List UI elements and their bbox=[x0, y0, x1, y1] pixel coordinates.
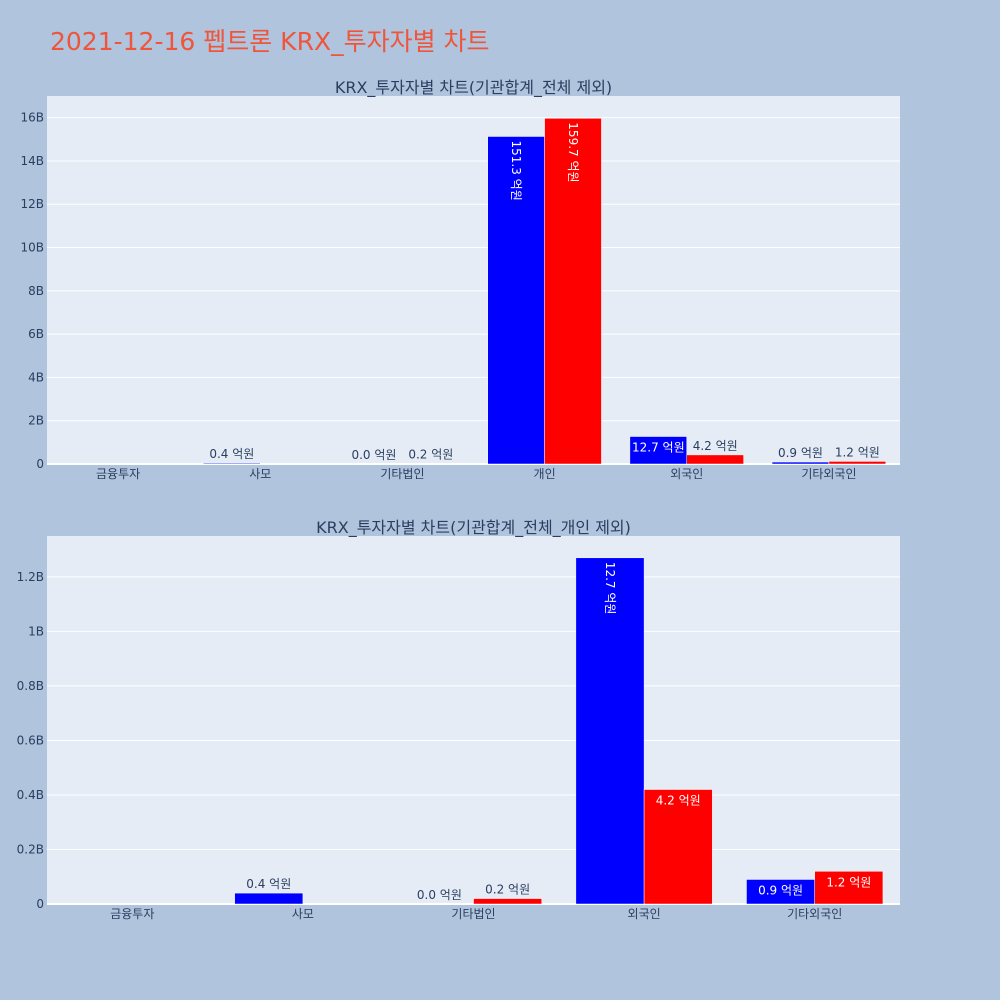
y-tick-label: 16B bbox=[20, 111, 44, 125]
y-tick-label: 0.6B bbox=[17, 733, 44, 747]
x-tick-label: 개인 bbox=[534, 467, 556, 481]
bar bbox=[473, 898, 542, 905]
y-tick-label: 0 bbox=[36, 897, 44, 911]
data-label: 151.3 억원 bbox=[509, 140, 523, 200]
data-label: 0.4 억원 bbox=[209, 447, 254, 461]
y-tick-label: 1B bbox=[28, 624, 44, 638]
y-tick-label: 0.4B bbox=[17, 788, 44, 802]
data-label: 1.2 억원 bbox=[835, 445, 880, 459]
data-label: 4.2 억원 bbox=[693, 439, 738, 453]
data-label: 12.7 억원 bbox=[603, 562, 617, 615]
x-tick-label: 기타외국인 bbox=[787, 907, 842, 921]
x-tick-label: 기타외국인 bbox=[801, 467, 856, 481]
y-tick-label: 0.8B bbox=[17, 679, 44, 693]
y-tick-label: 2B bbox=[28, 414, 44, 428]
data-label: 1.2 억원 bbox=[826, 875, 871, 889]
chart-2: 0 0.2B 0.4B 0.6B 0.8B 1B 1.2B KRX_투자자별 차트(기관합계_… bbox=[17, 518, 900, 921]
y-tick-label: 0 bbox=[36, 457, 44, 471]
x-tick-label: 기타법인 bbox=[451, 907, 495, 921]
data-label: 0.0 억원 bbox=[351, 448, 396, 462]
data-label: 0.9 억원 bbox=[758, 883, 803, 897]
page-title: 2021-12-16 펩트론 KRX_투자자별 차트 bbox=[50, 27, 490, 56]
data-label: 0.2 억원 bbox=[408, 448, 453, 462]
data-label: 0.2 억원 bbox=[485, 883, 530, 897]
data-label: 0.0 억원 bbox=[417, 888, 462, 902]
bar bbox=[203, 462, 261, 465]
y-tick-label: 4B bbox=[28, 370, 44, 384]
bar bbox=[487, 136, 545, 465]
bar bbox=[814, 871, 884, 905]
plot-area bbox=[47, 536, 900, 904]
bar bbox=[629, 436, 688, 465]
y-tick-label: 8B bbox=[28, 284, 44, 298]
y-tick-label: 10B bbox=[20, 241, 44, 255]
bar bbox=[575, 557, 645, 905]
data-label: 159.7 억원 bbox=[566, 122, 580, 182]
data-label: 12.7 억원 bbox=[632, 441, 685, 455]
y-tick-label: 1.2B bbox=[17, 570, 44, 584]
x-tick-label: 외국인 bbox=[628, 907, 661, 921]
data-label: 0.4 억원 bbox=[246, 877, 291, 891]
y-tick-label: 0.2B bbox=[17, 842, 44, 856]
bar bbox=[544, 118, 602, 465]
chart-title: KRX_투자자별 차트(기관합계_전체_개인 제외) bbox=[316, 518, 631, 538]
x-tick-label: 금융투자 bbox=[110, 907, 154, 921]
bar bbox=[828, 461, 887, 465]
plot-area bbox=[47, 96, 900, 464]
x-tick-label: 기타법인 bbox=[380, 467, 424, 481]
chart-title: KRX_투자자별 차트(기관합계_전체 제외) bbox=[335, 78, 612, 98]
y-tick-label: 14B bbox=[20, 154, 44, 168]
data-label: 4.2 억원 bbox=[656, 794, 701, 808]
bar bbox=[746, 879, 815, 905]
bar bbox=[686, 454, 744, 465]
y-tick-label: 12B bbox=[20, 197, 44, 211]
bar bbox=[643, 789, 713, 905]
x-tick-label: 외국인 bbox=[670, 467, 703, 481]
x-tick-label: 금융투자 bbox=[96, 467, 140, 481]
bar bbox=[234, 892, 304, 905]
data-label: 0.9 억원 bbox=[778, 446, 823, 460]
chart-1: 0 2B 4B 6B 8B 10B 12B 14B 16B KRX_투자자별 차트(기관합계_전체… bbox=[20, 78, 900, 481]
x-tick-label: 사모 bbox=[249, 467, 271, 481]
bar bbox=[771, 461, 830, 465]
x-tick-label: 사모 bbox=[292, 907, 314, 921]
y-tick-label: 6B bbox=[28, 327, 44, 341]
